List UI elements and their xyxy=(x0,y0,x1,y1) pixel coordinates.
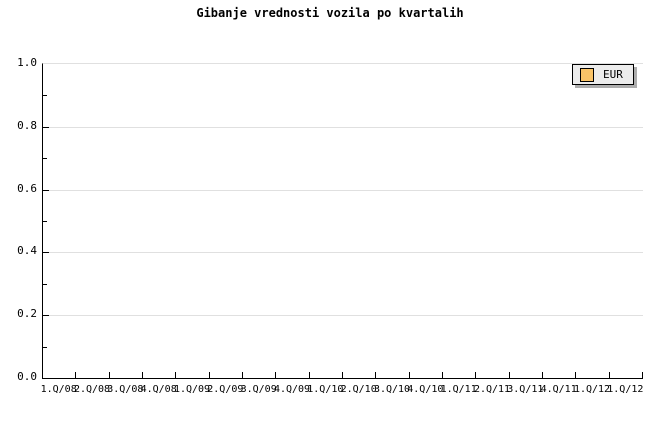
x-axis-tick-label: 4.Q/09 xyxy=(273,384,311,395)
y-minor-tick xyxy=(43,158,47,159)
x-axis-tick-label: 2.Q/09 xyxy=(207,384,244,395)
x-axis-tick-label: 4.Q/10 xyxy=(407,384,444,395)
x-axis-tick xyxy=(575,372,576,378)
x-axis-tick xyxy=(242,372,243,378)
x-axis-tick-label: 1.Q/10 xyxy=(307,384,344,395)
legend-box: EUR xyxy=(572,64,634,85)
x-axis-tick xyxy=(409,372,410,378)
gridline xyxy=(43,252,643,253)
y-axis-tick-label: 0.6 xyxy=(17,182,37,195)
y-minor-tick xyxy=(43,347,47,348)
y-axis-tick-label: 0.4 xyxy=(17,244,37,257)
x-axis-tick xyxy=(75,372,76,378)
y-minor-tick xyxy=(43,284,47,285)
legend-series-label: EUR xyxy=(603,68,623,81)
x-axis-tick-label: 1.Q/12 xyxy=(607,384,644,395)
y-axis-tick-label: 1.0 xyxy=(17,56,37,69)
y-minor-tick xyxy=(43,221,47,222)
x-axis-tick xyxy=(142,372,143,378)
plot-area xyxy=(42,63,643,379)
x-axis-tick xyxy=(375,372,376,378)
y-major-tick xyxy=(43,315,49,316)
x-axis-tick xyxy=(642,372,643,378)
x-axis-tick xyxy=(442,372,443,378)
eur-series-swatch-icon xyxy=(580,67,594,82)
x-axis-tick-label: 1.Q/08 xyxy=(40,384,77,395)
y-axis-tick-label: 0.0 xyxy=(17,370,37,383)
y-axis-tick-label: 0.2 xyxy=(17,307,37,320)
x-axis-tick-label: 2.Q/10 xyxy=(340,384,377,395)
gridline xyxy=(43,315,643,316)
x-axis-tick xyxy=(209,372,210,378)
y-major-tick xyxy=(43,190,49,191)
x-axis-tick xyxy=(175,372,176,378)
x-axis-tick xyxy=(342,372,343,378)
x-axis-tick xyxy=(109,372,110,378)
x-axis-tick xyxy=(542,372,543,378)
x-axis-tick-label: 1.Q/12 xyxy=(573,384,611,395)
x-axis-tick xyxy=(475,372,476,378)
y-major-tick xyxy=(43,127,49,128)
x-axis-tick-label: 1.Q/11 xyxy=(440,384,477,395)
x-axis-tick-label: 4.Q/08 xyxy=(140,384,177,395)
x-axis-tick xyxy=(609,372,610,378)
gridline xyxy=(43,127,643,128)
x-axis-tick-label: 4.Q/11 xyxy=(540,384,577,395)
y-axis-tick-label: 0.8 xyxy=(17,119,37,132)
x-axis-tick-label: 3.Q/08 xyxy=(107,384,144,395)
x-axis-tick-label: 1.Q/09 xyxy=(173,384,211,395)
gridline xyxy=(43,190,643,191)
chart-title: Gibanje vrednosti vozila po kvartalih xyxy=(196,6,464,20)
x-axis-tick-label: 3.Q/10 xyxy=(373,384,411,395)
x-axis-tick xyxy=(275,372,276,378)
x-axis-tick-label: 3.Q/11 xyxy=(507,384,544,395)
x-axis-tick-label: 3.Q/09 xyxy=(240,384,277,395)
x-axis-tick-label: 2.Q/11 xyxy=(473,384,511,395)
y-major-tick xyxy=(43,252,49,253)
y-minor-tick xyxy=(43,95,47,96)
x-axis-tick xyxy=(509,372,510,378)
x-axis-tick-label: 2.Q/08 xyxy=(73,384,111,395)
x-axis-tick xyxy=(309,372,310,378)
